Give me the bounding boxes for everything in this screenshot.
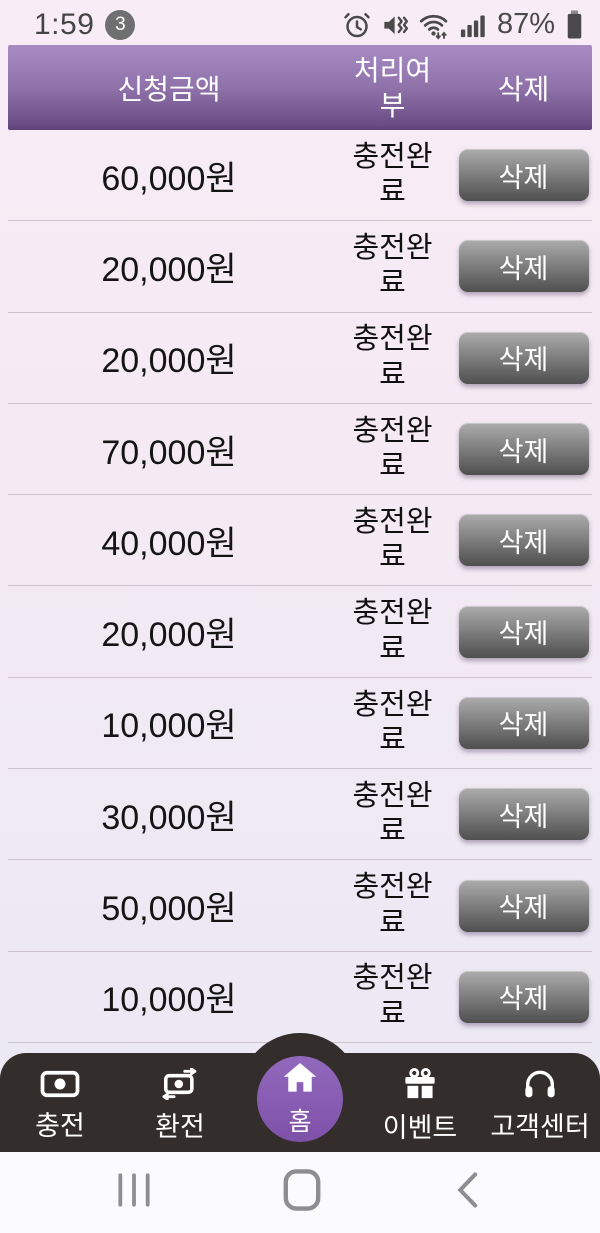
status-cell: 충전완료: [352, 140, 433, 209]
nav-item-event[interactable]: 이벤트: [360, 1053, 480, 1152]
amount-cell: 20,000원: [101, 250, 237, 289]
amount-cell: 50,000원: [101, 890, 237, 929]
status-cell: 충전완료: [352, 414, 433, 483]
wifi-icon: [418, 10, 451, 40]
delete-button[interactable]: 삭제: [458, 149, 589, 202]
delete-button[interactable]: 삭제: [458, 970, 589, 1023]
delete-button[interactable]: 삭제: [458, 240, 589, 293]
delete-button[interactable]: 삭제: [458, 605, 589, 658]
battery-icon: [565, 9, 584, 40]
delete-button[interactable]: 삭제: [458, 788, 589, 841]
nav-item-support[interactable]: 고객센터: [480, 1053, 600, 1152]
delete-button[interactable]: 삭제: [458, 879, 589, 932]
clock-time: 1:59: [34, 7, 95, 41]
amount-cell: 30,000원: [101, 798, 237, 837]
nav-item-label: 홈: [288, 1107, 312, 1136]
status-cell: 충전완료: [352, 871, 433, 939]
status-cell: 충전완료: [352, 597, 433, 665]
table-row: 20,000원 충전완료 삭제: [8, 313, 592, 404]
status-cell: 충전완료: [352, 688, 433, 756]
headset-icon: [523, 1068, 557, 1100]
delete-button[interactable]: 삭제: [458, 514, 589, 567]
table-row: 10,000원 충전완료 삭제: [8, 678, 592, 770]
signal-icon: [459, 11, 487, 39]
status-bar: 1:59 3 87%: [0, 0, 600, 47]
delete-button[interactable]: 삭제: [458, 331, 589, 384]
table-row: 30,000원 충전완료 삭제: [8, 769, 592, 861]
column-header-status: 처리여부: [353, 54, 432, 121]
home-square-icon: [282, 1168, 322, 1217]
table-row: 40,000원 충전완료 삭제: [8, 495, 592, 587]
amount-cell: 10,000원: [101, 707, 237, 746]
status-cell: 충전완료: [352, 232, 433, 300]
home-icon: [281, 1061, 319, 1100]
money-icon: [38, 1069, 82, 1099]
back-icon: [450, 1170, 486, 1215]
amount-cell: 60,000원: [101, 159, 237, 198]
status-cell: 충전완료: [352, 505, 433, 574]
status-cell: 충전완료: [352, 962, 433, 1030]
column-header-amount: 신청금액: [117, 73, 221, 105]
table-row: 50,000원 충전완료 삭제: [8, 860, 592, 952]
amount-cell: 70,000원: [101, 433, 237, 472]
table-row: 60,000원 충전완료 삭제: [8, 130, 592, 222]
table-row: 70,000원 충전완료 삭제: [8, 404, 592, 496]
gift-icon: [403, 1067, 437, 1101]
amount-cell: 40,000원: [101, 524, 237, 563]
battery-percent: 87%: [496, 8, 555, 40]
nav-item-exchange[interactable]: 환전: [120, 1053, 240, 1152]
amount-cell: 20,000원: [101, 342, 237, 381]
nav-item-label: 충전: [35, 1110, 85, 1141]
nav-item-charge[interactable]: 충전: [0, 1053, 120, 1152]
mute-icon: [380, 10, 410, 40]
amount-cell: 10,000원: [101, 981, 237, 1020]
status-cell: 충전완료: [352, 323, 433, 391]
amount-cell: 20,000원: [101, 616, 237, 655]
delete-button[interactable]: 삭제: [458, 696, 589, 749]
alarm-icon: [342, 10, 372, 40]
nav-item-label: 환전: [155, 1111, 205, 1142]
table-row: 10,000원 충전완료 삭제: [8, 952, 592, 1043]
nav-item-label: 이벤트: [382, 1112, 458, 1143]
table-row: 20,000원 충전완료 삭제: [8, 221, 592, 313]
notification-badge: 3: [105, 9, 136, 40]
table-rows: 60,000원 충전완료 삭제 20,000원 충전완료 삭제 20,000원 …: [8, 130, 592, 1043]
status-icons: 87%: [342, 8, 584, 41]
table-header: 신청금액 처리여부 삭제: [8, 45, 592, 130]
system-nav-bar: [0, 1152, 600, 1233]
table-row: 20,000원 충전완료 삭제: [8, 586, 592, 678]
nav-item-home[interactable]: 홈: [257, 1056, 343, 1142]
home-button[interactable]: [282, 1168, 322, 1217]
status-cell: 충전완료: [352, 779, 433, 848]
recents-button[interactable]: [114, 1170, 154, 1215]
exchange-icon: [158, 1067, 202, 1100]
back-button[interactable]: [450, 1170, 486, 1215]
nav-item-label: 고객센터: [490, 1111, 590, 1142]
column-header-delete: 삭제: [497, 73, 550, 105]
delete-button[interactable]: 삭제: [458, 423, 589, 476]
recents-icon: [114, 1170, 154, 1215]
